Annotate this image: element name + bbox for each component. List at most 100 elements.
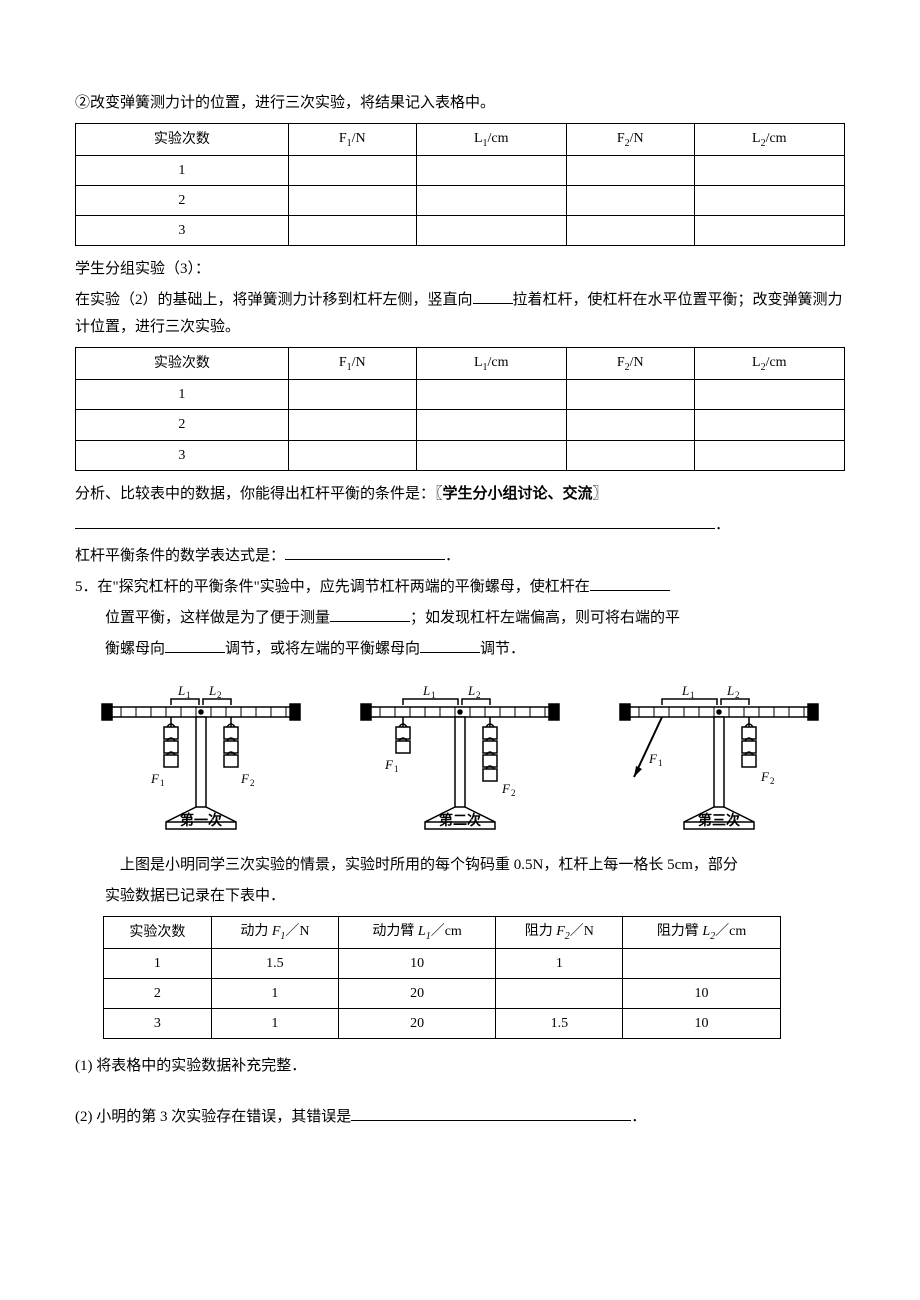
blank <box>285 543 445 560</box>
cell <box>416 216 566 246</box>
period: ． <box>631 1109 646 1125</box>
t3-r3c3: 20 <box>339 1008 496 1038</box>
intro-line: ②改变弹簧测力计的位置，进行三次实验，将结果记入表格中。 <box>75 90 845 117</box>
period: ． <box>445 548 460 564</box>
cell <box>566 410 694 440</box>
cell <box>288 380 416 410</box>
analyze-b: 〗 <box>593 486 608 502</box>
t2-h1: 实验次数 <box>76 348 289 380</box>
t3-h2: 动力 F1／N <box>211 916 338 948</box>
svg-text:F: F <box>150 771 160 786</box>
t2-r3c1: 3 <box>76 440 289 470</box>
exp3-title: 学生分组实验（3）： <box>75 256 845 283</box>
t3-r1c3: 10 <box>339 948 496 978</box>
svg-text:1: 1 <box>394 764 399 774</box>
t3-h4: 阻力 F2／N <box>496 916 623 948</box>
diag-desc-1: 上图是小明同学三次实验的情景，实验时所用的每个钩码重 0.5N，杠杆上每一格长 … <box>75 852 845 879</box>
cell <box>566 380 694 410</box>
lever-diagram-1: L1 L2 F1 F2 第一次 <box>96 677 306 842</box>
svg-text:2: 2 <box>250 778 255 788</box>
math-expr-line: 杠杆平衡条件的数学表达式是： ． <box>75 543 845 570</box>
blank <box>351 1105 631 1122</box>
blank <box>590 574 670 591</box>
svg-text:F: F <box>240 771 250 786</box>
t1-h5: L2/cm <box>694 124 844 156</box>
sub-q2: (2) 小明的第 3 次实验存在错误，其错误是． <box>75 1104 845 1131</box>
svg-text:L: L <box>177 683 185 698</box>
sub-q1: (1) 将表格中的实验数据补充完整． <box>75 1053 845 1080</box>
analyze-a: 分析、比较表中的数据，你能得出杠杆平衡的条件是：〖 <box>75 486 443 502</box>
analyze-line: 分析、比较表中的数据，你能得出杠杆平衡的条件是：〖学生分小组讨论、交流〗 <box>75 481 845 508</box>
cell <box>694 380 844 410</box>
lever-diagrams: L1 L2 F1 F2 第一次 L1 <box>75 677 845 842</box>
svg-text:F: F <box>760 769 770 784</box>
q5-l2a: 位置平衡，这样做是为了便于测量 <box>105 610 330 626</box>
q5-line2: 位置平衡，这样做是为了便于测量；如发现杠杆左端偏高，则可将右端的平 <box>75 605 845 632</box>
svg-text:1: 1 <box>431 690 436 700</box>
t3-r3c2: 1 <box>211 1008 338 1038</box>
cap1: 第一次 <box>180 812 222 829</box>
t3-h5: 阻力臂 L2／cm <box>623 916 780 948</box>
exp3-line: 在实验（2）的基础上，将弹簧测力计移到杠杆左侧，竖直向拉着杠杆，使杠杆在水平位置… <box>75 287 845 341</box>
cell <box>566 185 694 215</box>
t2-h5: L2/cm <box>694 348 844 380</box>
cell <box>566 440 694 470</box>
t2-r1c1: 1 <box>76 380 289 410</box>
q5-l1a: 在"探究杠杆的平衡条件"实验中，应先调节杠杆两端的平衡螺母，使杠杆在 <box>98 579 590 595</box>
blank <box>420 636 480 653</box>
t1-r3c1: 3 <box>76 216 289 246</box>
t3-h3: 动力臂 L1／cm <box>339 916 496 948</box>
t1-r1c1: 1 <box>76 155 289 185</box>
svg-text:L: L <box>726 683 734 698</box>
blank <box>75 512 715 529</box>
svg-text:L: L <box>422 683 430 698</box>
t1-h4: F2/N <box>566 124 694 156</box>
svg-text:1: 1 <box>690 690 695 700</box>
q5-l3a: 衡螺母向 <box>105 641 165 657</box>
svg-text:L: L <box>467 683 475 698</box>
cell <box>416 155 566 185</box>
t3-r1c4: 1 <box>496 948 623 978</box>
cell <box>416 380 566 410</box>
lever-diagram-3: L1 L2 F1 F2 第三次 <box>614 677 824 842</box>
math-expr: 杠杆平衡条件的数学表达式是： <box>75 548 285 564</box>
cell <box>694 155 844 185</box>
t2-h3: L1/cm <box>416 348 566 380</box>
cell <box>288 185 416 215</box>
data-table-1: 实验次数 F1/N L1/cm F2/N L2/cm 1 2 3 <box>75 123 845 246</box>
t1-r2c1: 2 <box>76 185 289 215</box>
t3-r1c2: 1.5 <box>211 948 338 978</box>
t1-h1: 实验次数 <box>76 124 289 156</box>
t2-r2c1: 2 <box>76 410 289 440</box>
svg-text:1: 1 <box>160 778 165 788</box>
t3-r1c1: 1 <box>104 948 212 978</box>
blank <box>473 288 513 305</box>
q5-l3b: 调节，或将左端的平衡螺母向 <box>225 641 420 657</box>
svg-text:F: F <box>648 751 658 766</box>
t3-r2c4 <box>496 978 623 1008</box>
cell <box>694 440 844 470</box>
svg-text:L: L <box>681 683 689 698</box>
t3-r3c4: 1.5 <box>496 1008 623 1038</box>
cell <box>694 185 844 215</box>
analyze-bold: 学生分小组讨论、交流 <box>443 486 593 502</box>
t2-h2: F1/N <box>288 348 416 380</box>
cell <box>566 155 694 185</box>
blank <box>165 636 225 653</box>
svg-text:L: L <box>208 683 216 698</box>
svg-text:1: 1 <box>186 690 191 700</box>
period: ． <box>715 517 730 533</box>
svg-text:2: 2 <box>217 690 222 700</box>
t3-r2c3: 20 <box>339 978 496 1008</box>
cell <box>694 216 844 246</box>
q5-num: 5． <box>75 579 98 595</box>
t2-h4: F2/N <box>566 348 694 380</box>
t3-r2c5: 10 <box>623 978 780 1008</box>
t3-r2c2: 1 <box>211 978 338 1008</box>
data-table-2: 实验次数 F1/N L1/cm F2/N L2/cm 1 2 3 <box>75 347 845 470</box>
t1-h3: L1/cm <box>416 124 566 156</box>
t3-h1: 实验次数 <box>104 916 212 948</box>
cell <box>288 410 416 440</box>
t3-r1c5 <box>623 948 780 978</box>
q5-line3: 衡螺母向调节，或将左端的平衡螺母向调节． <box>75 636 845 663</box>
